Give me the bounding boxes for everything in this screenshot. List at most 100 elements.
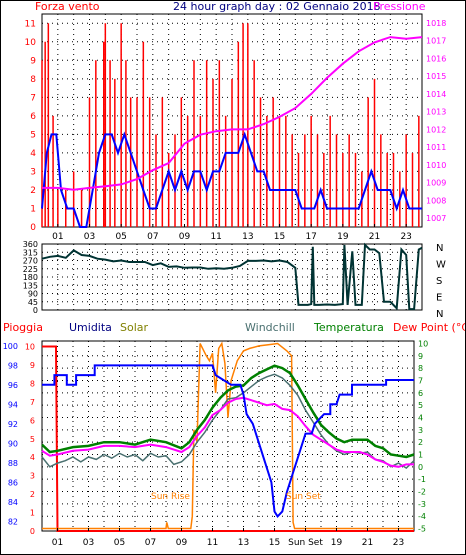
x-tick-label: 19 (331, 538, 343, 548)
compass-label: S (436, 276, 442, 287)
pressure-y-tick-label: 1013 (426, 108, 446, 117)
pressure-y-tick-label: 1015 (426, 72, 446, 81)
direction-y-tick-label: 90 (28, 290, 38, 299)
rain-line (42, 345, 414, 532)
x-tick-label: 03 (83, 538, 94, 548)
wind-y-tick-label: 7 (30, 93, 36, 103)
rain-y-tick-label: 7 (30, 398, 35, 407)
temperature-y-tick-label: -1 (418, 475, 426, 484)
solar-line (42, 341, 414, 530)
humidity-y-tick-label: 98 (8, 361, 18, 370)
x-tick-label: 11 (207, 538, 218, 548)
humidity-y-tick-label: 88 (8, 459, 18, 468)
humidity-y-tick-label: 82 (8, 517, 18, 526)
pressure-y-tick-label: 1016 (426, 54, 446, 63)
x-tick-label: 21 (369, 232, 380, 242)
direction-y-tick-label: 0 (33, 306, 38, 315)
wind-average-line (41, 131, 422, 228)
pressure-y-tick-label: 1008 (426, 196, 446, 205)
dewpoint-line (41, 396, 414, 468)
x-tick-label: 07 (145, 538, 156, 548)
direction-y-tick-label: 315 (23, 248, 38, 257)
rain-y-tick-label: 0 (30, 527, 35, 536)
temperature-humidity-panel: 828486889092949698100012345678910-5-4-3-… (3, 339, 428, 548)
direction-y-tick-label: 270 (23, 257, 38, 266)
x-tick-label: 23 (393, 538, 404, 548)
x-tick-label: 11 (210, 232, 221, 242)
wind-y-tick-label: 0 (30, 223, 36, 233)
humidity-label: Umidita (69, 321, 112, 334)
x-tick-label: 15 (274, 232, 285, 242)
temperature-y-tick-label: 8 (418, 364, 423, 373)
direction-y-tick-label: 180 (23, 273, 38, 282)
temperature-y-tick-label: 9 (418, 352, 423, 361)
x-tick-label: 17 (305, 232, 316, 242)
x-tick-label: 19 (337, 232, 349, 242)
temperature-y-tick-label: 1 (418, 451, 423, 460)
compass-label: N (436, 309, 443, 320)
x-tick-label: 01 (52, 538, 63, 548)
temperature-y-tick-label: 4 (418, 413, 423, 422)
humidity-line (42, 364, 414, 519)
wind-y-tick-label: 4 (30, 149, 36, 159)
rain-label: Pioggia (3, 321, 43, 334)
temperature-y-tick-label: -5 (418, 525, 426, 534)
x-tick-label: Sun Set (288, 538, 323, 548)
temperature-y-tick-label: -3 (418, 500, 426, 509)
direction-y-tick-label: 45 (28, 298, 38, 307)
rain-y-tick-label: 2 (30, 490, 35, 499)
rain-y-tick-label: 5 (30, 435, 35, 444)
x-tick-label: 15 (269, 538, 280, 548)
wind-y-tick-label: 1 (30, 204, 36, 214)
compass-label: E (436, 293, 442, 304)
x-tick-label: 05 (114, 538, 125, 548)
wind-y-tick-label: 2 (30, 186, 36, 196)
temperature-y-tick-label: -2 (418, 488, 426, 497)
pressure-y-tick-label: 1009 (426, 179, 446, 188)
temperature-line (41, 364, 415, 459)
direction-line (41, 242, 423, 311)
humidity-y-tick-label: 86 (8, 478, 18, 487)
direction-y-tick-label: 225 (23, 265, 38, 274)
temperature-y-tick-label: 6 (418, 389, 423, 398)
pressure-y-tick-label: 1011 (426, 143, 446, 152)
x-tick-label: 13 (238, 538, 249, 548)
humidity-y-tick-label: 84 (8, 498, 18, 507)
temperature-label: Temperatura (313, 321, 384, 334)
temperature-y-tick-label: 0 (418, 463, 423, 472)
chart-title: 24 hour graph day : 02 Gennaio 2018 (173, 1, 381, 13)
pressure-axis-title: Pressione (373, 1, 426, 13)
humidity-y-tick-label: 100 (3, 342, 18, 351)
pressure-y-tick-label: 1010 (426, 161, 446, 170)
x-tick-label: 13 (242, 232, 253, 242)
wind-y-tick-label: 3 (30, 167, 36, 177)
pressure-y-tick-label: 1014 (426, 90, 446, 99)
temperature-y-tick-label: -4 (418, 512, 426, 521)
wind-y-tick-label: 6 (30, 112, 36, 122)
wind-pressure-panel: 0123456789101110071008100910101011101210… (25, 13, 446, 242)
x-tick-label: 07 (147, 232, 158, 242)
wind-y-tick-label: 5 (30, 130, 36, 140)
rain-y-tick-label: 4 (30, 453, 35, 462)
temperature-y-tick-label: 5 (418, 401, 423, 410)
rain-y-tick-label: 8 (30, 379, 35, 388)
temperature-y-tick-label: 10 (418, 339, 428, 348)
pressure-y-tick-label: 1012 (426, 125, 446, 134)
humidity-y-tick-label: 94 (8, 400, 18, 409)
x-tick-label: 23 (400, 232, 411, 242)
direction-y-tick-label: 135 (23, 281, 38, 290)
x-tick-label: 01 (52, 232, 63, 242)
x-tick-label: 05 (115, 232, 126, 242)
dewpoint-label: Dew Point (°C) (393, 321, 466, 334)
wind-y-tick-label: 8 (30, 75, 36, 85)
humidity-y-tick-label: 92 (8, 420, 18, 429)
pressure-y-tick-label: 1007 (426, 214, 446, 223)
humidity-y-tick-label: 96 (8, 381, 18, 390)
compass-label: W (436, 260, 446, 271)
wind-y-tick-label: 9 (30, 56, 36, 66)
sun-rise-label: Sun Rise (151, 492, 190, 502)
solar-label: Solar (120, 321, 149, 334)
windchill-label: Windchill (245, 321, 295, 334)
